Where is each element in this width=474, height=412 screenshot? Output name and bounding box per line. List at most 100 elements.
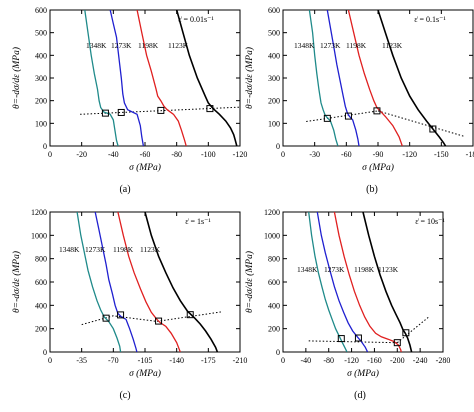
x-tick-label: 0 [281, 150, 285, 159]
y-tick-label: 1000 [264, 231, 280, 240]
point-marker [402, 329, 410, 337]
series-label: 1273K [85, 245, 106, 254]
point-marker [337, 335, 345, 343]
x-axis-label: σ (MPa) [129, 162, 161, 173]
x-tick-label: -90 [373, 150, 384, 159]
x-tick-label: -100 [201, 150, 216, 159]
panel-d: 0 -40 -80 -120 -160 -200 -240 -280 0 200 400 600 800… [244, 208, 450, 401]
y-tick-label: 400 [35, 51, 47, 60]
series-label: 1273K [111, 41, 132, 50]
series-label: 1348K [294, 41, 315, 50]
x-tick-label: -70 [108, 356, 119, 365]
x-tick-label: -175 [201, 356, 216, 365]
point-marker [157, 106, 165, 114]
point-marker [102, 314, 110, 322]
series-line [94, 212, 138, 352]
series-label: 1123K [378, 265, 399, 274]
plot-frame [49, 211, 241, 353]
y-tick-label: 100 [35, 119, 47, 128]
strain-rate-label: ε̇ = 1s⁻¹ [185, 217, 211, 226]
point-marker [354, 334, 362, 342]
series-line [84, 10, 119, 146]
series-line [377, 10, 447, 146]
series-label: 1348K [59, 245, 80, 254]
x-tick-label: 0 [48, 356, 52, 365]
series-line [136, 10, 187, 146]
series-label: 1348K [86, 41, 107, 50]
series-line [316, 212, 369, 352]
x-tick-label: -80 [171, 150, 182, 159]
x-tick-label: -120 [402, 150, 417, 159]
y-tick-label: 1000 [31, 231, 47, 240]
series-line [362, 212, 413, 352]
y-tick-label: 600 [35, 6, 47, 15]
series-label: 1273K [324, 265, 345, 274]
y-tick-label: 400 [268, 301, 280, 310]
x-tick-label: -150 [434, 150, 449, 159]
panel-label: (c) [119, 390, 130, 401]
y-tick-label: 400 [35, 301, 47, 310]
x-tick-label: -240 [413, 356, 428, 365]
y-tick-label: 800 [35, 255, 47, 264]
y-tick-label: 400 [268, 51, 280, 60]
panel-c: 0 -35 -70 -105 -140 -175 -210 0 200 400 600 800 1000… [11, 208, 247, 401]
point-marker [393, 339, 401, 347]
panel-label: (d) [354, 390, 366, 401]
y-tick-label: 0 [276, 142, 280, 151]
y-tick-label: 600 [35, 278, 47, 287]
point-marker [101, 109, 109, 117]
series-line [308, 212, 348, 352]
series-label: 1123K [168, 41, 189, 50]
panel-label: (a) [119, 184, 130, 195]
y-tick-label: 0 [43, 348, 47, 357]
trend-line [308, 340, 398, 344]
plot-frame [282, 9, 474, 147]
point-marker [429, 125, 437, 133]
y-tick-label: 300 [268, 74, 280, 83]
trend-line [377, 110, 465, 137]
x-axis-label: σ (MPa) [129, 368, 161, 379]
y-tick-label: 100 [268, 119, 280, 128]
series-label: 1198K [346, 41, 367, 50]
y-tick-label: 200 [35, 97, 47, 106]
series-line [76, 212, 122, 352]
series-label: 1273K [320, 41, 341, 50]
series-label: 1123K [382, 41, 403, 50]
y-tick-label: 0 [276, 348, 280, 357]
x-tick-label: -60 [341, 150, 352, 159]
x-tick-label: -40 [301, 356, 312, 365]
y-axis-label: θ=-dσ/dε (MPa) [11, 47, 22, 109]
y-tick-label: 600 [268, 278, 280, 287]
x-axis-label: σ (MPa) [362, 162, 394, 173]
point-marker [206, 105, 214, 113]
y-tick-label: 600 [268, 6, 280, 15]
point-marker [186, 311, 194, 319]
x-tick-label: -210 [233, 356, 248, 365]
x-tick-label: -40 [108, 150, 119, 159]
y-tick-label: 200 [35, 325, 47, 334]
trend-line [80, 106, 240, 115]
x-tick-label: 0 [281, 356, 285, 365]
point-marker [155, 317, 163, 325]
series-line [308, 10, 339, 146]
series-line [109, 10, 145, 146]
series-line [117, 212, 181, 352]
x-tick-label: -280 [436, 356, 451, 365]
y-axis-label: θ=-dσ/dε (MPa) [11, 251, 22, 313]
y-tick-label: 500 [268, 29, 280, 38]
series-label: 1123K [140, 245, 161, 254]
y-axis-label: θ=-dσ/dε (MPa) [244, 251, 255, 313]
panel-b: 0 -30 -60 -90 -120 -150 -180 0 100 200 300 400 500 60… [244, 6, 474, 195]
series-label: 1198K [113, 245, 134, 254]
plot-frame [282, 211, 444, 353]
x-axis-label: σ (MPa) [347, 368, 379, 379]
x-tick-label: -200 [390, 356, 405, 365]
panel-label: (b) [366, 184, 378, 195]
trend-line [396, 316, 430, 344]
x-tick-label: -80 [323, 356, 334, 365]
y-tick-label: 300 [35, 74, 47, 83]
x-tick-label: -160 [367, 356, 382, 365]
y-tick-label: 1200 [264, 208, 280, 217]
point-marker [117, 311, 125, 319]
